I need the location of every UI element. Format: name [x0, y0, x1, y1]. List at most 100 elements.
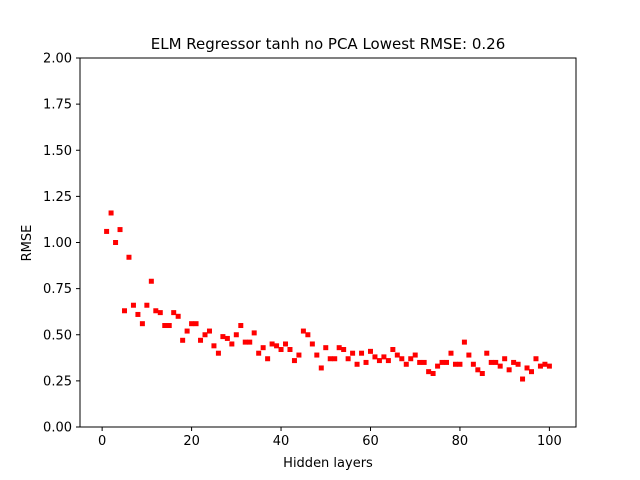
- data-point: [323, 345, 329, 351]
- y-axis-label: RMSE: [20, 225, 35, 262]
- data-point: [251, 330, 257, 336]
- data-point: [242, 339, 248, 345]
- data-point: [359, 350, 365, 356]
- data-point: [529, 369, 534, 375]
- data-point: [300, 328, 306, 334]
- data-point: [283, 341, 289, 347]
- data-point: [193, 321, 199, 327]
- data-point: [484, 350, 490, 356]
- chart-title: ELM Regressor tanh no PCA Lowest RMSE: 0…: [151, 35, 506, 53]
- data-point: [180, 337, 186, 343]
- data-point: [466, 352, 472, 358]
- data-point: [314, 352, 320, 358]
- data-point: [412, 352, 418, 358]
- plot-frame: [79, 57, 577, 428]
- data-point: [542, 361, 548, 367]
- x-tick-label: 0: [98, 434, 106, 449]
- data-point: [461, 339, 467, 345]
- data-point: [113, 240, 119, 245]
- y-tick-label: 1.25: [43, 190, 72, 205]
- data-point: [215, 350, 221, 356]
- x-tick-label: 100: [537, 434, 562, 449]
- data-point: [318, 365, 324, 371]
- data-point: [439, 359, 445, 365]
- y-tick-label: 1.75: [43, 98, 72, 113]
- data-point: [417, 359, 423, 365]
- data-point: [497, 363, 503, 369]
- data-point: [247, 339, 253, 345]
- data-points: [104, 210, 552, 382]
- data-point: [171, 310, 177, 316]
- data-point: [309, 341, 315, 347]
- data-point: [372, 354, 378, 360]
- x-axis-label: Hidden layers: [283, 456, 373, 471]
- data-point: [211, 343, 217, 349]
- data-point: [238, 323, 244, 329]
- data-point: [426, 369, 432, 375]
- data-point: [135, 311, 141, 317]
- data-point: [233, 332, 239, 338]
- data-point: [444, 359, 450, 365]
- data-point: [403, 361, 409, 367]
- data-point: [367, 348, 373, 354]
- data-point: [202, 332, 208, 338]
- data-point: [448, 350, 454, 356]
- data-point: [198, 337, 204, 343]
- y-tick-label: 0.00: [43, 421, 72, 436]
- data-point: [537, 363, 543, 369]
- data-point: [287, 347, 293, 353]
- data-point: [206, 328, 212, 334]
- y-tick-label: 0.25: [43, 374, 72, 389]
- y-axis-ticks: 0.00 0.25 0.50 0.75 1.00 1.25 1.50 1.75 2.00: [43, 52, 80, 436]
- data-point: [341, 347, 347, 353]
- data-point: [511, 359, 517, 365]
- x-tick-label: 20: [183, 434, 200, 449]
- data-point: [385, 358, 391, 364]
- data-point: [520, 376, 526, 382]
- data-point: [381, 354, 387, 360]
- data-point: [274, 343, 280, 349]
- data-point: [305, 332, 311, 338]
- data-point: [408, 356, 414, 362]
- data-point: [354, 361, 360, 367]
- data-point: [139, 321, 145, 327]
- data-point: [332, 356, 338, 362]
- x-tick-label: 60: [362, 434, 379, 449]
- data-point: [184, 328, 190, 334]
- data-point: [336, 345, 342, 351]
- data-point: [515, 361, 521, 367]
- plot-area: [80, 58, 576, 427]
- data-point: [269, 341, 275, 347]
- data-point: [345, 356, 351, 362]
- data-point: [394, 352, 400, 358]
- y-tick-label: 0.50: [43, 328, 72, 343]
- data-point: [470, 361, 476, 367]
- data-point: [506, 367, 512, 373]
- data-point: [435, 363, 441, 369]
- data-point: [265, 356, 271, 362]
- data-point: [390, 347, 396, 353]
- data-point: [327, 356, 333, 362]
- data-point: [488, 359, 494, 365]
- data-point: [399, 356, 405, 362]
- data-point: [363, 359, 369, 365]
- x-tick-label: 40: [273, 434, 290, 449]
- y-tick-label: 2.00: [43, 52, 72, 67]
- data-point: [122, 308, 127, 314]
- data-point: [376, 358, 382, 364]
- data-point: [493, 359, 499, 365]
- data-point: [162, 323, 168, 329]
- data-point: [533, 356, 539, 362]
- y-tick-label: 0.75: [43, 282, 72, 297]
- data-point: [126, 254, 132, 260]
- data-point: [229, 341, 235, 347]
- data-point: [296, 352, 302, 358]
- data-point: [166, 323, 172, 329]
- data-point: [278, 347, 284, 353]
- data-point: [148, 278, 154, 284]
- data-point: [144, 302, 150, 308]
- data-point: [256, 350, 262, 356]
- data-point: [157, 310, 163, 316]
- data-point: [452, 361, 458, 367]
